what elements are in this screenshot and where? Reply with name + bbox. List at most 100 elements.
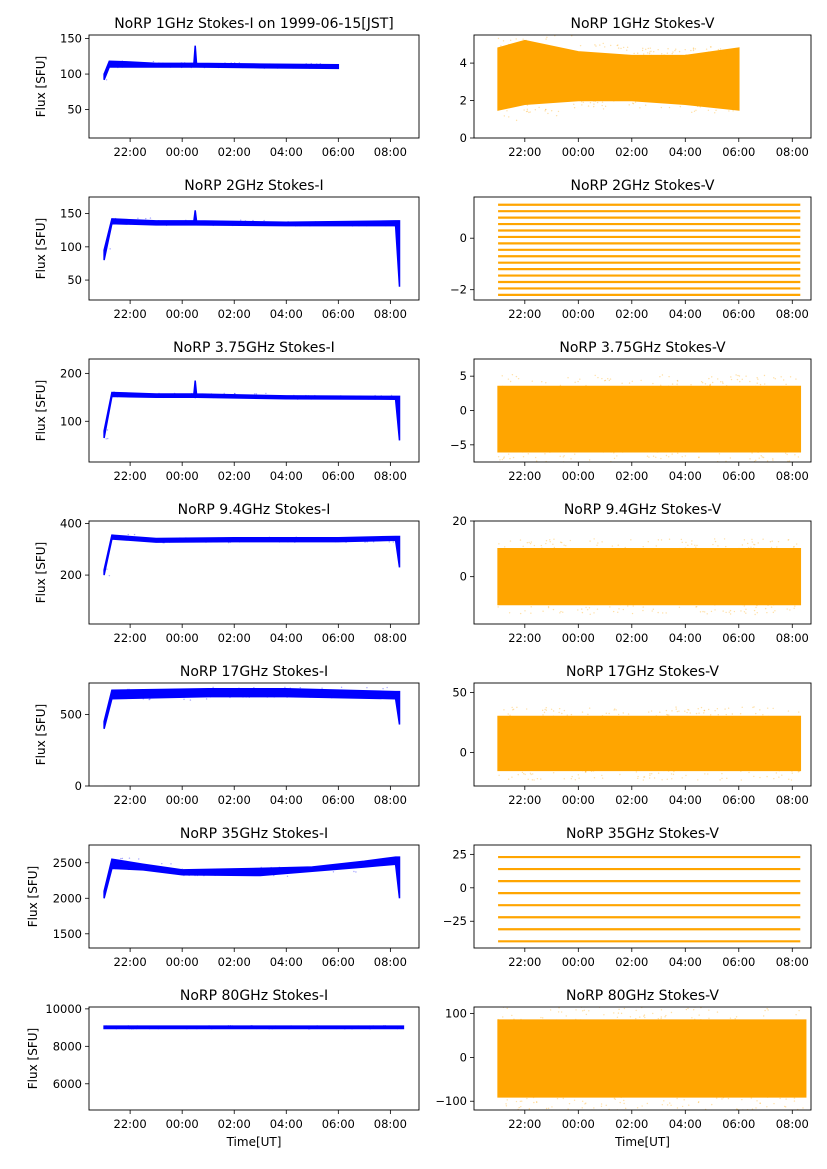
data-point [698,712,700,714]
data-point [159,62,161,64]
data-point [118,222,121,225]
subplot-title: NoRP 3.75GHz Stokes-V [559,340,726,356]
data-point [592,100,595,102]
data-point [766,775,768,778]
data-point [233,62,236,64]
data-point [660,1017,662,1020]
y-tick-label: 0 [460,745,467,759]
data-point [222,66,224,68]
data-point [714,604,716,606]
data-point [707,708,710,711]
data-point [730,52,733,54]
data-point [126,688,129,691]
data-point [667,385,670,387]
data-point [705,53,708,55]
data-point [708,1017,710,1020]
data-point [759,776,761,779]
data-point [639,1016,641,1018]
data-point [314,221,317,223]
data-point [647,541,649,543]
data-point [522,451,524,453]
data-point [347,221,349,223]
x-tick-label: 06:00 [722,1117,755,1131]
data-point [725,713,727,716]
data-point [642,779,645,781]
data-point [121,60,124,62]
data-point [711,1103,713,1106]
data-point [530,541,533,543]
x-tick-label: 22:00 [508,631,541,645]
data-point [764,1009,766,1012]
y-tick-label: 2 [460,94,467,108]
data-point [632,102,635,105]
data-point [501,375,503,377]
data-point [675,48,677,50]
data-point [698,456,700,459]
subplot-9: 0 50 22:00 00:00 02:00 04:00 06:00 08:00 NoRP 17… [452,664,812,807]
data-point [721,381,724,383]
data-point [657,539,660,541]
data-point [660,457,662,460]
data-point [736,107,738,109]
data-point [678,710,680,712]
x-tick-label: 02:00 [218,955,251,969]
data-band [103,1025,405,1030]
data-point [677,380,679,382]
data-point [651,610,653,612]
data-point [253,687,255,689]
data-point [373,696,375,699]
data-point [386,686,388,689]
data-point [368,1025,371,1027]
data-point [545,38,547,40]
data-point [593,105,595,108]
data-point [274,1025,277,1027]
data-point [795,378,797,380]
data-point [619,1101,621,1104]
y-axis-label: Flux [SFU] [26,1028,40,1089]
data-point [735,374,737,376]
data-band [103,856,401,899]
data-point [269,63,271,65]
data-point [294,67,297,69]
data-point [613,709,615,711]
data-point [672,51,674,53]
data-point [604,46,606,48]
data-point [793,451,796,453]
data-point [378,860,380,862]
data-point [717,48,720,51]
data-point [710,610,713,613]
data-point [502,40,505,42]
data-point [691,540,693,542]
data-point [743,539,746,541]
data-point [604,105,607,108]
data-point [659,376,661,378]
data-point [504,546,506,548]
plot-area [497,706,802,781]
data-point [753,775,755,778]
data-point [696,544,698,547]
plot-area [103,856,401,899]
subplot-0: 50 100 150 22:00 00:00 02:00 04:00 06:00 08:00 No… [34,16,420,159]
data-point [624,1107,627,1110]
data-point [706,52,709,54]
data-point [593,103,595,105]
data-point [539,31,540,32]
data-point [708,377,710,380]
data-point [648,777,651,779]
data-band [497,715,802,772]
data-point [264,396,267,399]
data-point [677,385,679,387]
data-point [570,713,573,716]
data-point [169,66,172,68]
plot-area [103,380,401,441]
data-point [351,225,354,227]
data-point [789,376,792,378]
data-point [713,538,716,540]
data-point [785,383,787,386]
axes-frame [473,34,812,139]
data-point [229,874,232,877]
data-point [603,1014,605,1016]
data-point [521,1100,523,1102]
data-point [660,384,662,387]
data-point [665,1014,667,1017]
